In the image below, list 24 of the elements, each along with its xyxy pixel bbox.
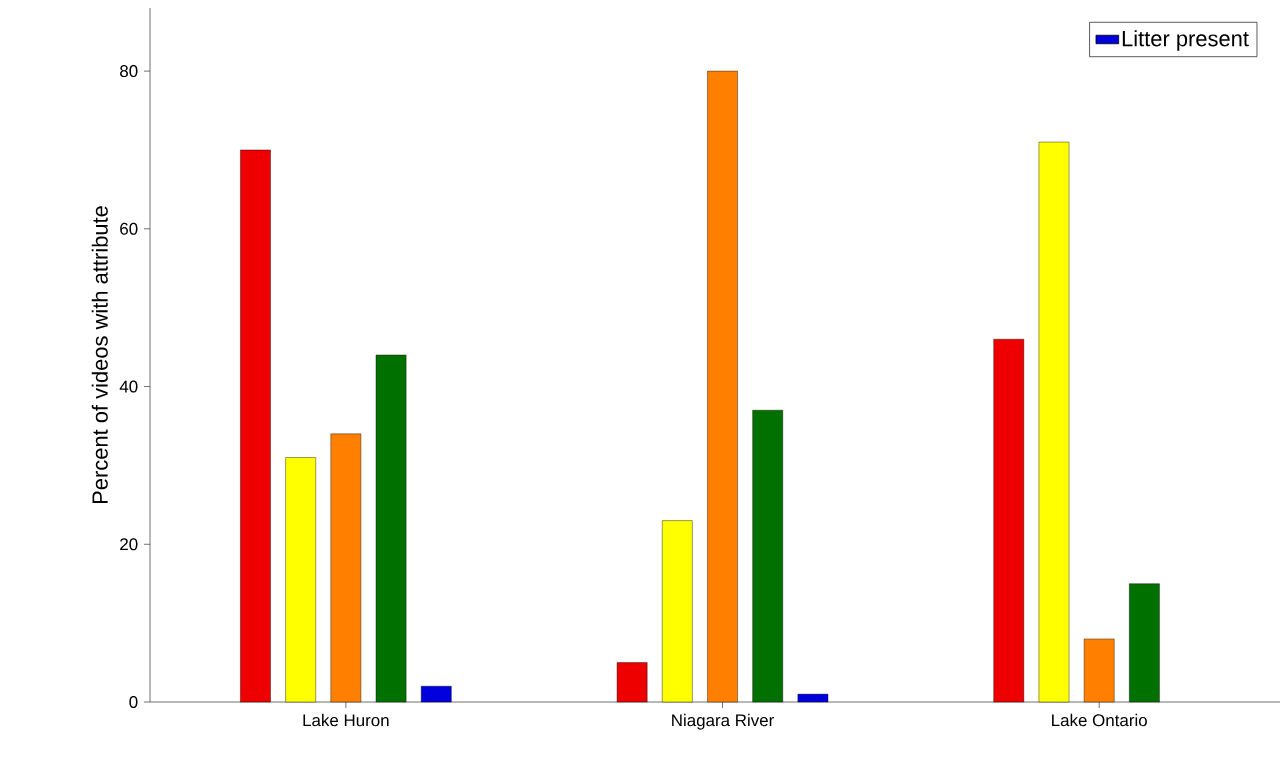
bar [707, 70, 738, 703]
y-tick-label: 60 [120, 222, 138, 235]
y-tick-label: 0 [129, 696, 138, 708]
bar [993, 339, 1025, 703]
bar [662, 520, 693, 703]
y-axis-title: Percent of videos with attribute [91, 206, 108, 504]
bar [240, 149, 271, 703]
bar [616, 662, 648, 703]
bar [1083, 638, 1115, 703]
y-tick-label: 20 [120, 538, 138, 551]
x-tick-label: Niagara River [672, 713, 774, 730]
y-tick-label: 80 [120, 65, 138, 78]
legend-label: Litter present [1122, 30, 1249, 51]
bar [421, 686, 452, 703]
bar [1129, 583, 1160, 703]
bar [375, 354, 407, 703]
x-tick-label: Lake Ontario [1052, 713, 1147, 727]
bar [797, 693, 829, 703]
x-tick-label: Lake Huron [303, 713, 389, 727]
bar [752, 410, 783, 703]
bar [285, 457, 316, 703]
bar [330, 433, 362, 703]
bar [1038, 141, 1070, 703]
y-tick-label: 40 [119, 380, 138, 393]
